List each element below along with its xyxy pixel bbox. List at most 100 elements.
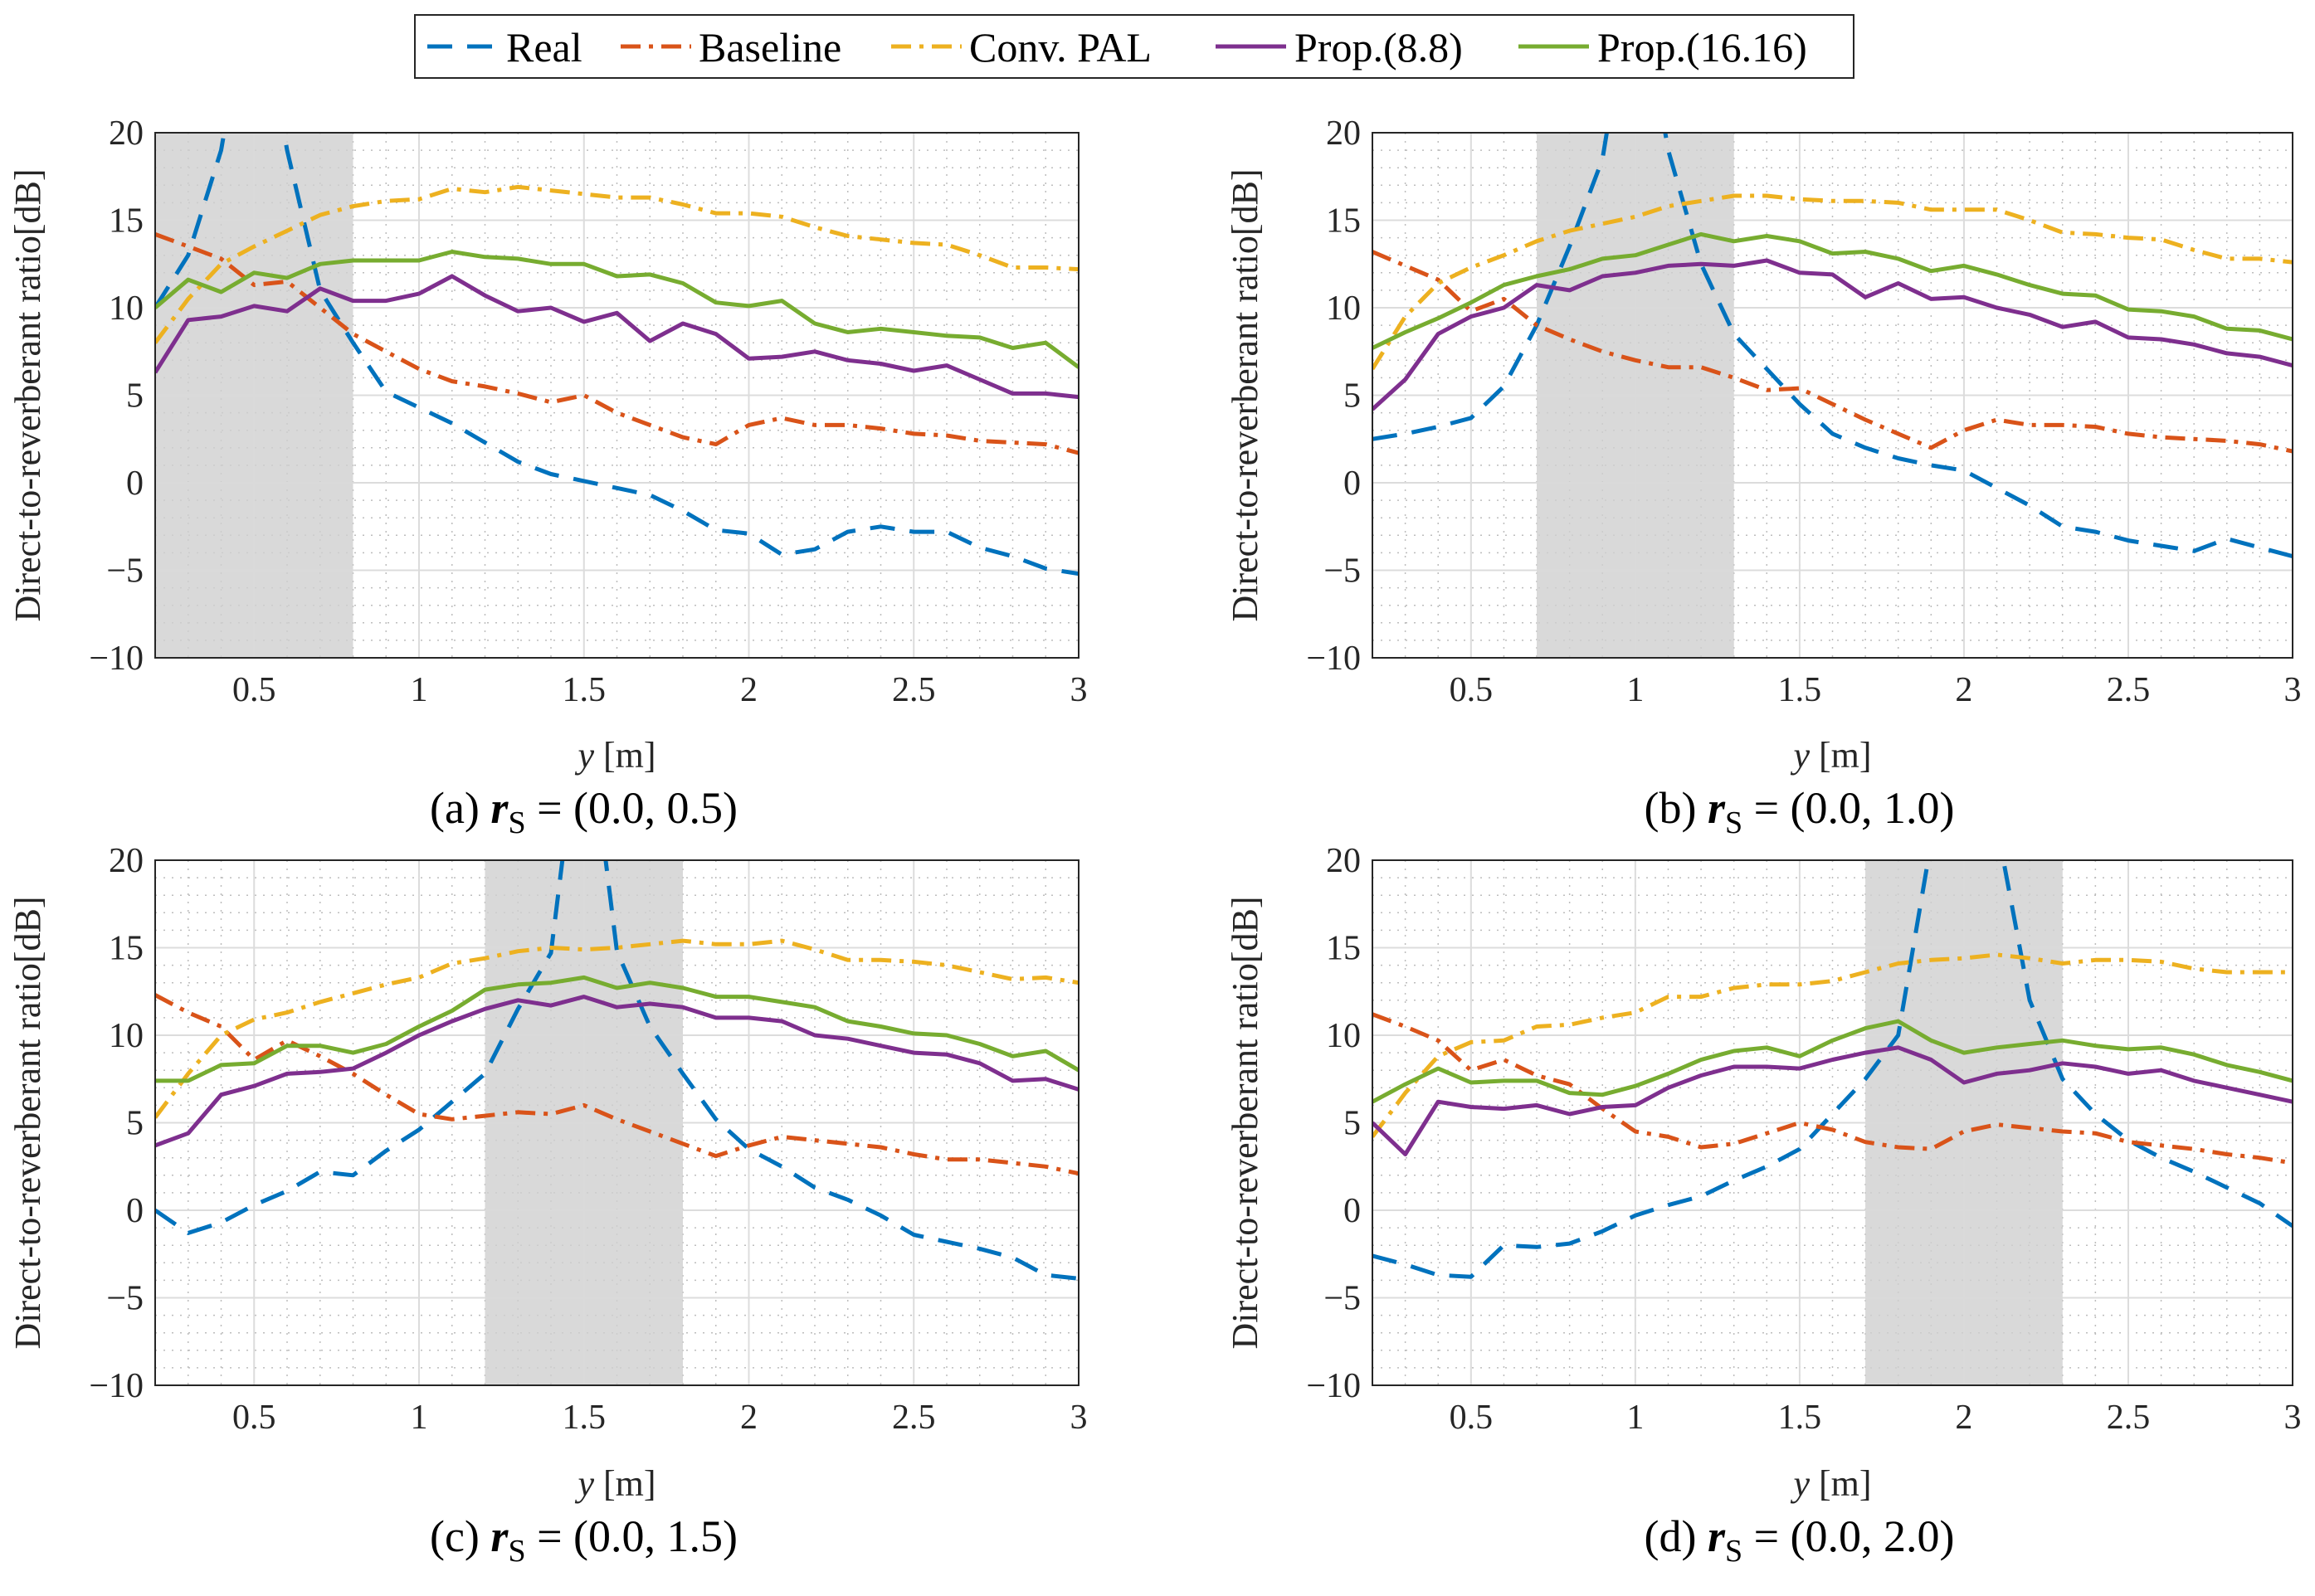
shaded-region-overlay bbox=[485, 860, 683, 1385]
panel-caption: (c) rS = (0.0, 1.5) bbox=[430, 1511, 738, 1569]
axes-box bbox=[1372, 859, 2293, 1386]
y-tick-label: 5 bbox=[126, 377, 144, 416]
x-axis-label-unit: [m] bbox=[1810, 1463, 1872, 1504]
shaded-region-overlay bbox=[1537, 133, 1734, 658]
series-line-real bbox=[1372, 860, 2293, 1279]
x-tick-label: 1.5 bbox=[563, 1399, 607, 1437]
series-group bbox=[1372, 133, 2293, 559]
shaded-region-overlay bbox=[155, 133, 353, 658]
series-line-conv-pal bbox=[155, 938, 1079, 1119]
y-tick-label: 5 bbox=[1343, 1105, 1361, 1143]
series-line-baseline bbox=[1372, 250, 2293, 454]
axes-box bbox=[154, 132, 1080, 659]
x-tick-label: 2.5 bbox=[892, 1399, 936, 1437]
caption-eq: = (0.0, 2.0) bbox=[1742, 1511, 1954, 1561]
y-axis-label: Direct-to-reverberant ratio[dB] bbox=[1225, 896, 1265, 1349]
y-axis-label: Direct-to-reverberant ratio[dB] bbox=[7, 896, 48, 1349]
series-group bbox=[1372, 860, 2293, 1279]
x-axis-label: y [m] bbox=[574, 735, 656, 776]
x-tick-label: 2.5 bbox=[892, 671, 936, 709]
legend-label-conv-pal: Conv. PAL bbox=[969, 24, 1152, 71]
series-line-real bbox=[155, 133, 1079, 577]
panel-c: 0.5 1 1.5 2 2.5 3 −10 −5 0 5 10 15 20 y [m] Direct-to-… bbox=[7, 842, 1088, 1569]
y-tick-label: 10 bbox=[109, 1017, 144, 1055]
series-line-conv-pal bbox=[1372, 193, 2293, 371]
series-line-prop-16-16 bbox=[1372, 231, 2293, 350]
caption-label: (b) bbox=[1644, 783, 1707, 833]
panel-d: 0.5 1 1.5 2 2.5 3 −10 −5 0 5 10 15 20 y [m] Direct-to-… bbox=[1225, 842, 2302, 1569]
caption-eq: = (0.0, 1.0) bbox=[1742, 783, 1954, 833]
panel-caption: (d) rS = (0.0, 2.0) bbox=[1644, 1511, 1954, 1569]
y-tick-label: −5 bbox=[1323, 1280, 1361, 1318]
x-axis-label-unit: [m] bbox=[594, 735, 656, 776]
x-tick-label: 2 bbox=[740, 671, 758, 709]
caption-var: r bbox=[1708, 1511, 1726, 1561]
caption-label: (c) bbox=[430, 1511, 490, 1561]
legend: Real Baseline Conv. PAL Prop.(8.8) Prop.… bbox=[414, 14, 1854, 79]
x-tick-label: 1.5 bbox=[563, 671, 607, 709]
caption-label: (a) bbox=[430, 783, 490, 833]
x-tick-label: 2 bbox=[740, 1399, 758, 1437]
x-tick-label: 1 bbox=[1626, 1399, 1644, 1437]
panel-caption: (b) rS = (0.0, 1.0) bbox=[1644, 783, 1954, 840]
legend-label-prop-8-8: Prop.(8.8) bbox=[1294, 24, 1463, 71]
x-tick-label: 0.5 bbox=[232, 671, 276, 709]
series-line-prop-16-16 bbox=[155, 250, 1079, 369]
caption-label: (d) bbox=[1644, 1511, 1707, 1561]
caption-var: r bbox=[490, 1511, 509, 1561]
y-tick-label: −10 bbox=[1306, 640, 1361, 678]
x-axis-label: y [m] bbox=[1790, 735, 1871, 776]
series-line-prop-8-8 bbox=[1372, 1045, 2293, 1156]
panel-b: 0.5 1 1.5 2 2.5 3 −10 −5 0 5 10 15 20 y [m] Direct-to-… bbox=[1225, 114, 2302, 840]
series-line-baseline bbox=[1372, 1012, 2293, 1165]
y-tick-label: 5 bbox=[126, 1105, 144, 1143]
caption-sub: S bbox=[1725, 805, 1742, 840]
y-tick-label: 15 bbox=[109, 930, 144, 968]
x-tick-label: 2 bbox=[1955, 1399, 1972, 1437]
y-axis-label: Direct-to-reverberant ratio[dB] bbox=[1225, 168, 1265, 621]
series-line-prop-8-8 bbox=[155, 995, 1079, 1148]
x-tick-label: 1 bbox=[1626, 671, 1644, 709]
y-tick-label: 15 bbox=[1326, 202, 1361, 241]
y-tick-label: 20 bbox=[1326, 842, 1361, 880]
caption-eq: = (0.0, 0.5) bbox=[526, 783, 738, 833]
x-tick-label: 3 bbox=[1070, 1399, 1088, 1437]
series-line-conv-pal bbox=[1372, 952, 2293, 1138]
series-line-conv-pal bbox=[155, 184, 1079, 344]
x-tick-label: 0.5 bbox=[232, 1399, 276, 1437]
series-line-prop-16-16 bbox=[155, 975, 1079, 1083]
y-tick-label: 20 bbox=[1326, 114, 1361, 153]
series-line-prop-16-16 bbox=[1372, 1019, 2293, 1104]
series-group bbox=[155, 860, 1079, 1281]
x-tick-label: 0.5 bbox=[1450, 671, 1494, 709]
series-line-baseline bbox=[155, 232, 1079, 455]
y-tick-label: −10 bbox=[1306, 1367, 1361, 1405]
x-axis-label-var: y bbox=[574, 735, 594, 776]
y-tick-label: 15 bbox=[109, 202, 144, 241]
caption-var: r bbox=[1708, 783, 1726, 833]
panel-caption: (a) rS = (0.0, 0.5) bbox=[430, 783, 738, 840]
x-axis-label-var: y bbox=[574, 1463, 594, 1504]
axes-box bbox=[154, 859, 1080, 1386]
y-axis-label: Direct-to-reverberant ratio[dB] bbox=[7, 168, 48, 621]
x-axis-label: y [m] bbox=[574, 1463, 656, 1504]
y-tick-label: −10 bbox=[89, 640, 144, 678]
y-tick-label: −5 bbox=[106, 1280, 144, 1318]
x-tick-label: 1.5 bbox=[1778, 1399, 1822, 1437]
x-tick-label: 3 bbox=[2284, 671, 2302, 709]
x-axis-label-var: y bbox=[1790, 735, 1810, 776]
legend-box bbox=[414, 14, 1854, 79]
x-tick-label: 2 bbox=[1955, 671, 1972, 709]
x-tick-label: 0.5 bbox=[1450, 1399, 1494, 1437]
y-tick-label: 10 bbox=[1326, 290, 1361, 328]
x-axis-label-unit: [m] bbox=[594, 1463, 656, 1504]
y-tick-label: −5 bbox=[1323, 552, 1361, 591]
caption-var: r bbox=[490, 783, 509, 833]
y-tick-label: 20 bbox=[109, 114, 144, 153]
y-tick-label: 10 bbox=[109, 290, 144, 328]
series-group bbox=[155, 133, 1079, 577]
x-tick-label: 1.5 bbox=[1778, 671, 1822, 709]
y-tick-label: −10 bbox=[89, 1367, 144, 1405]
series-line-prop-8-8 bbox=[155, 274, 1079, 400]
